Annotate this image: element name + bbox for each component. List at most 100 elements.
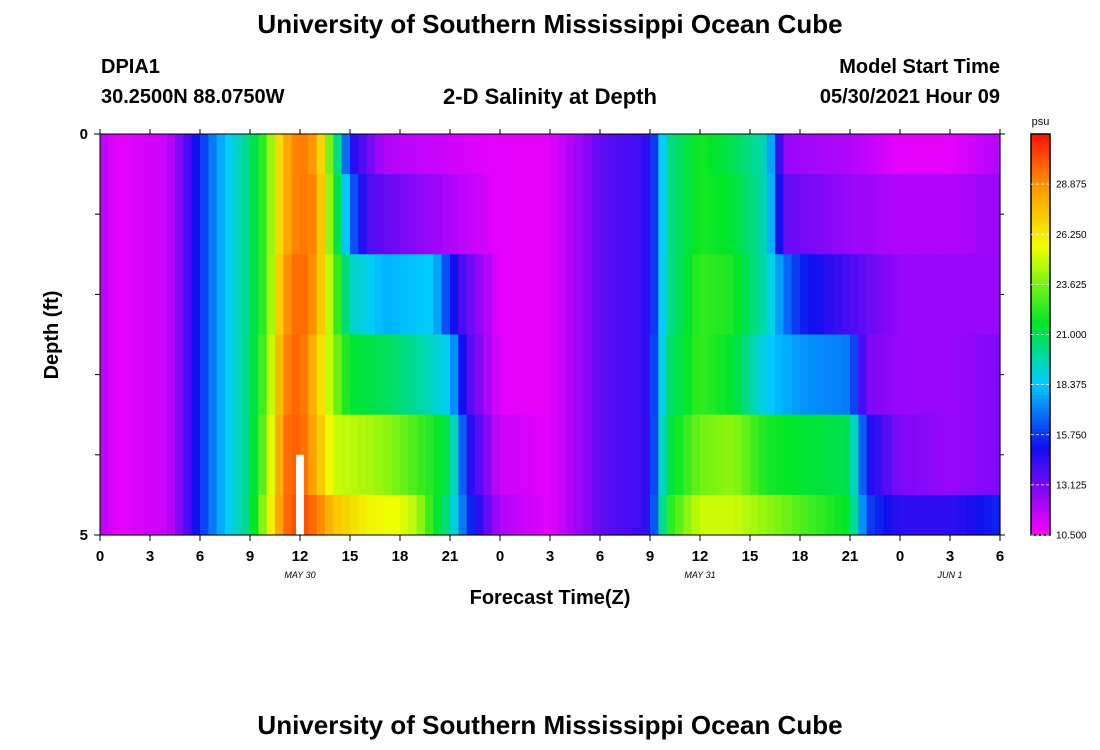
- heatmap-cell: [941, 414, 951, 496]
- heatmap-cell: [608, 134, 618, 175]
- heatmap-cell: [191, 494, 201, 536]
- heatmap-cell: [683, 334, 693, 416]
- colorbar-segment: [1031, 491, 1050, 496]
- heatmap-cell: [133, 334, 143, 416]
- heatmap-cell: [691, 334, 701, 416]
- heatmap-cell: [700, 174, 709, 255]
- x-axis: 0 3 6 9 12 15 18 21 0 3 6 9 12 15 18 21 0 3 6 MAY 30 MAY 31 J…: [96, 129, 1004, 580]
- heatmap-cell: [450, 334, 459, 416]
- heatmap-cell: [208, 334, 218, 416]
- x-tick-label: 6: [996, 548, 1004, 565]
- heatmap-cell: [900, 254, 909, 336]
- page-title: University of Southern Mississippi Ocean…: [257, 9, 843, 39]
- heatmap-cell: [183, 174, 193, 255]
- heatmap-cell: [583, 494, 593, 536]
- heatmap-cell: [666, 254, 676, 336]
- colorbar-segment: [1031, 478, 1050, 483]
- heatmap-cell: [100, 254, 109, 336]
- heatmap-cell: [383, 134, 393, 175]
- heatmap-cell: [650, 494, 659, 536]
- heatmap-cell: [783, 174, 793, 255]
- heatmap-cell: [925, 414, 934, 496]
- colorbar-segment: [1031, 374, 1050, 379]
- heatmap-cell: [525, 494, 534, 536]
- heatmap-cell: [766, 134, 776, 175]
- colorbar-segment: [1031, 488, 1050, 493]
- heatmap-cell: [450, 494, 459, 536]
- heatmap-cell: [333, 334, 343, 416]
- heatmap-cell: [616, 174, 626, 255]
- x-tick-label: 18: [792, 548, 809, 565]
- heatmap-cell: [750, 134, 759, 175]
- heatmap-cell: [525, 414, 534, 496]
- colorbar-units: psu: [1032, 116, 1050, 128]
- heatmap-cell: [266, 254, 276, 336]
- heatmap-cell: [791, 254, 801, 336]
- heatmap-cell: [141, 174, 151, 255]
- heatmap-cell: [425, 494, 434, 536]
- heatmap-cell: [758, 414, 768, 496]
- heatmap-cell: [525, 254, 534, 336]
- heatmap-cell: [716, 414, 726, 496]
- heatmap-cell: [616, 254, 626, 336]
- colorbar-tick-label: 10.500: [1056, 531, 1087, 542]
- colorbar-segment: [1031, 384, 1050, 389]
- heatmap-cell: [208, 414, 218, 496]
- heatmap-cell: [508, 334, 518, 416]
- heatmap-cell: [825, 414, 834, 496]
- heatmap-cell: [783, 494, 793, 536]
- heatmap-cell: [625, 334, 634, 416]
- heatmap-cell: [416, 134, 426, 175]
- heatmap-cell: [566, 334, 576, 416]
- heatmap-cell: [550, 174, 559, 255]
- heatmap-cell: [166, 174, 176, 255]
- colorbar-segment: [1031, 184, 1050, 189]
- heatmap-cell: [958, 414, 968, 496]
- heatmap-cell: [258, 134, 268, 175]
- colorbar-segment: [1031, 428, 1050, 433]
- heatmap-cell: [391, 174, 401, 255]
- heatmap-cell: [891, 494, 901, 536]
- colorbar-segment: [1031, 287, 1050, 292]
- heatmap-cell: [633, 254, 643, 336]
- heatmap-cell: [200, 334, 209, 416]
- heatmap-cell: [908, 174, 918, 255]
- heatmap-cell: [441, 174, 451, 255]
- heatmap-cell: [450, 134, 459, 175]
- heatmap-cell: [633, 134, 643, 175]
- heatmap-cell: [550, 414, 559, 496]
- heatmap-cell: [416, 494, 426, 536]
- heatmap-cell: [441, 134, 451, 175]
- heatmap-cell: [950, 334, 959, 416]
- heatmap-cell: [833, 174, 843, 255]
- heatmap-cell: [558, 494, 568, 536]
- heatmap-cell: [716, 254, 726, 336]
- heatmap-cell: [691, 414, 701, 496]
- heatmap-cell: [683, 134, 693, 175]
- heatmap-cell: [458, 414, 468, 496]
- heatmap-cell: [600, 254, 609, 336]
- heatmap-cell: [116, 334, 126, 416]
- heatmap-cell: [716, 134, 726, 175]
- heatmap-cell: [325, 254, 334, 336]
- colorbar-segment: [1031, 421, 1050, 426]
- heatmap-cell: [433, 254, 443, 336]
- heatmap-cell: [741, 414, 751, 496]
- colorbar-segment: [1031, 180, 1050, 185]
- heatmap-cell: [383, 254, 393, 336]
- heatmap-cell: [908, 254, 918, 336]
- heatmap-cell: [850, 254, 859, 336]
- heatmap-cell: [666, 334, 676, 416]
- colorbar-segment: [1031, 324, 1050, 329]
- heatmap-cell: [875, 174, 884, 255]
- heatmap-cell: [133, 414, 143, 496]
- colorbar-segment: [1031, 157, 1050, 162]
- heatmap-cell: [416, 334, 426, 416]
- heatmap-cell: [541, 174, 551, 255]
- heatmap-cell: [250, 414, 259, 496]
- colorbar-segment: [1031, 514, 1050, 519]
- heatmap-cell: [800, 414, 809, 496]
- heatmap-cell: [558, 254, 568, 336]
- heatmap-cell: [175, 414, 184, 496]
- heatmap-cell: [350, 334, 359, 416]
